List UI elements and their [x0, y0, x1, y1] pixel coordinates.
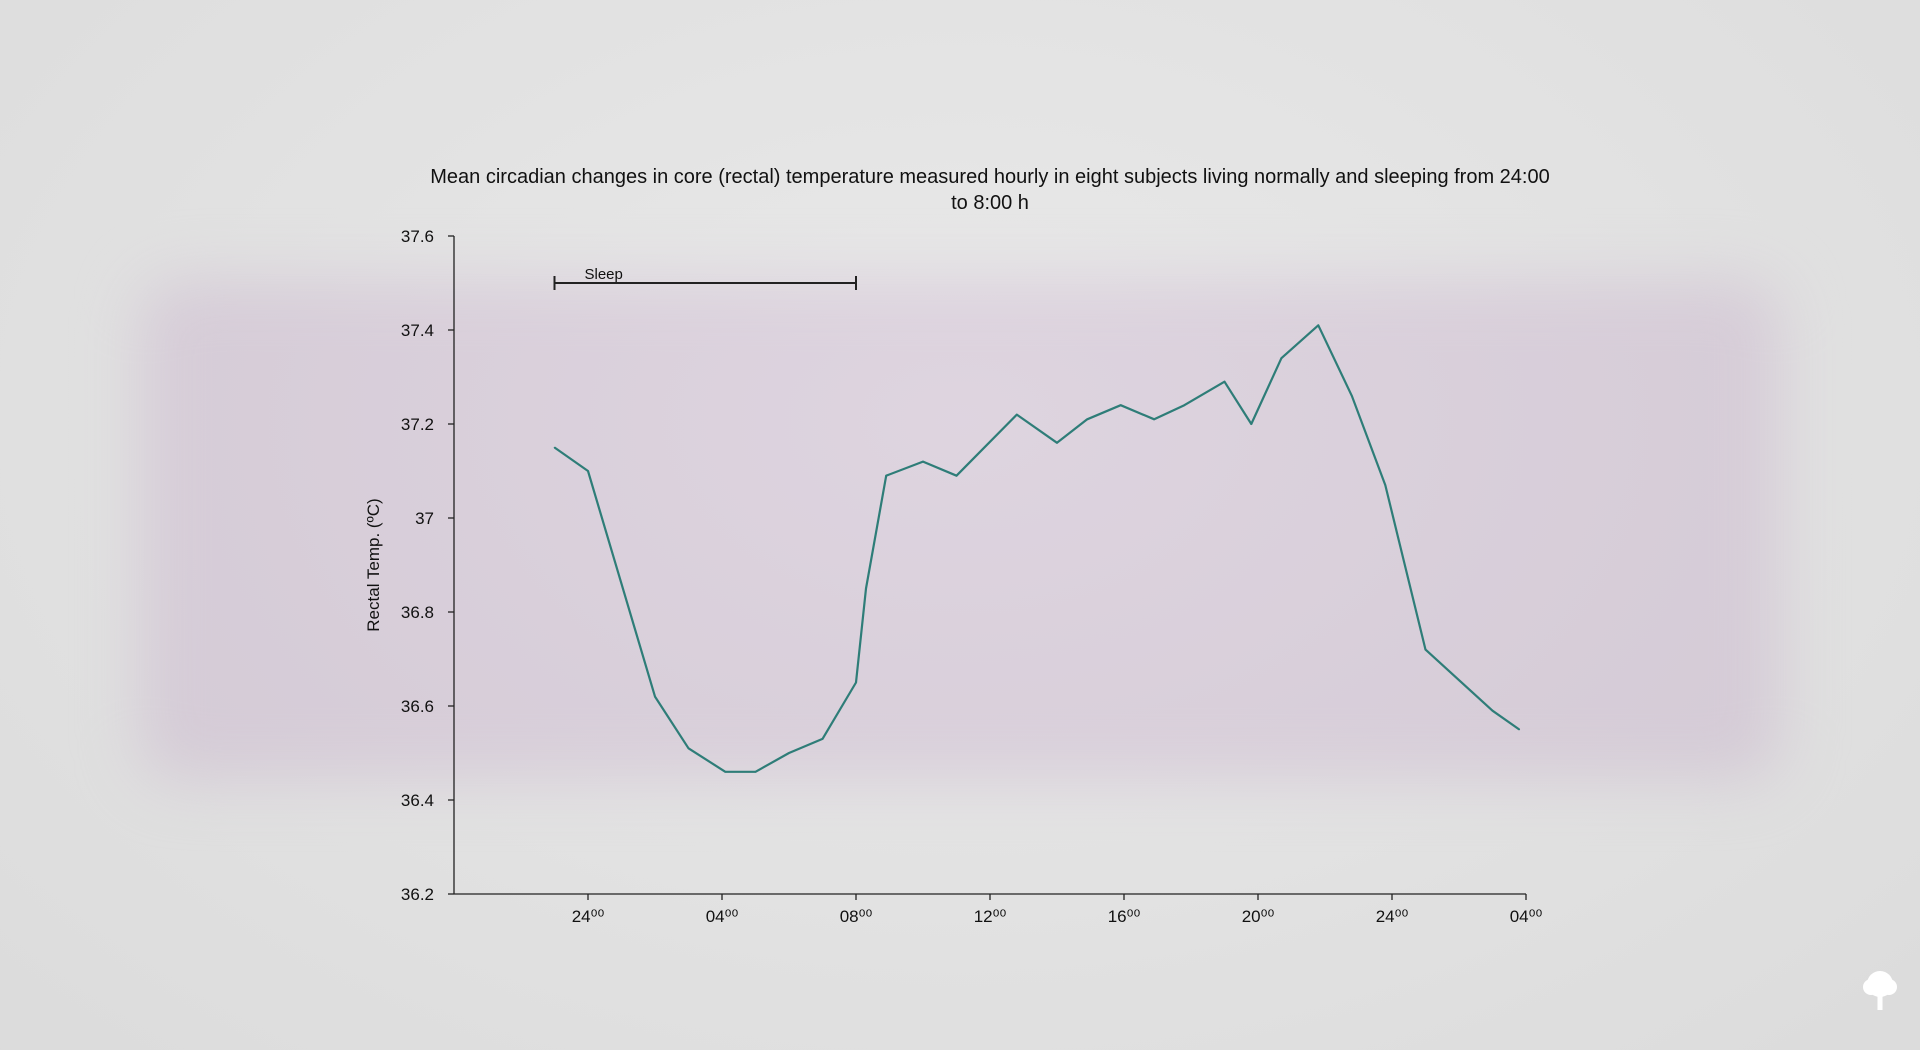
data-point — [1223, 380, 1226, 383]
data-point — [1119, 404, 1122, 407]
background-band — [140, 280, 1780, 780]
data-point — [922, 460, 924, 463]
data-point — [1183, 404, 1186, 407]
data-point — [1280, 357, 1283, 360]
y-tick-label: 37.6 — [401, 227, 434, 246]
data-point — [1518, 728, 1521, 731]
data-point — [1424, 648, 1427, 651]
data-point — [587, 470, 589, 472]
x-tick-label: 20⁰⁰ — [1242, 907, 1275, 926]
x-tick-label: 24⁰⁰ — [572, 907, 605, 926]
data-point — [855, 681, 857, 684]
x-tick-label: 24⁰⁰ — [1376, 907, 1409, 926]
data-point — [1351, 395, 1353, 397]
y-tick-label: 37.4 — [401, 321, 434, 340]
data-point — [955, 474, 958, 477]
data-point — [754, 771, 757, 773]
y-tick-label: 36.2 — [401, 885, 434, 904]
data-point — [724, 771, 727, 773]
tree-logo-icon — [1863, 971, 1897, 1010]
data-point — [1250, 423, 1253, 425]
y-tick-label: 36.8 — [401, 603, 434, 622]
data-point — [687, 747, 690, 750]
data-point — [1317, 324, 1320, 327]
y-tick-label: 37 — [415, 509, 434, 528]
y-tick-label: 37.2 — [401, 415, 434, 434]
data-point — [821, 738, 824, 740]
data-point — [865, 587, 867, 590]
annotations: Sleep — [553, 266, 857, 290]
chart-title: Mean circadian changes in core (rectal) … — [430, 166, 1550, 214]
data-point — [788, 752, 790, 754]
data-point — [1086, 418, 1088, 421]
x-tick-label: 08⁰⁰ — [840, 907, 873, 926]
y-tick-label: 36.6 — [401, 697, 434, 716]
data-point — [1016, 413, 1018, 416]
series-points — [553, 324, 1521, 773]
data-point — [1491, 709, 1494, 712]
data-point — [1056, 442, 1058, 444]
data-point — [1384, 484, 1387, 486]
ticks: 36.2 36.4 36.6 36.8 37 37.2 37.4 37.6 24⁰⁰ 04⁰⁰ 08… — [401, 227, 1543, 926]
x-tick-label: 12⁰⁰ — [974, 907, 1007, 926]
data-point — [553, 446, 556, 449]
x-tick-label: 04⁰⁰ — [706, 907, 739, 926]
data-point — [654, 695, 656, 698]
x-tick-label: 16⁰⁰ — [1108, 907, 1141, 926]
y-tick-label: 36.4 — [401, 791, 434, 810]
data-point — [885, 474, 887, 477]
sleep-label: Sleep — [585, 266, 623, 283]
data-point — [1153, 418, 1155, 421]
series-line — [553, 324, 1520, 773]
x-tick-label: 04⁰⁰ — [1510, 907, 1543, 926]
